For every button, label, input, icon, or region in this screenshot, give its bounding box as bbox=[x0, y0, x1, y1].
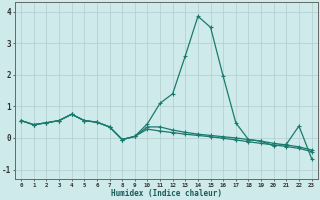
X-axis label: Humidex (Indice chaleur): Humidex (Indice chaleur) bbox=[111, 189, 222, 198]
